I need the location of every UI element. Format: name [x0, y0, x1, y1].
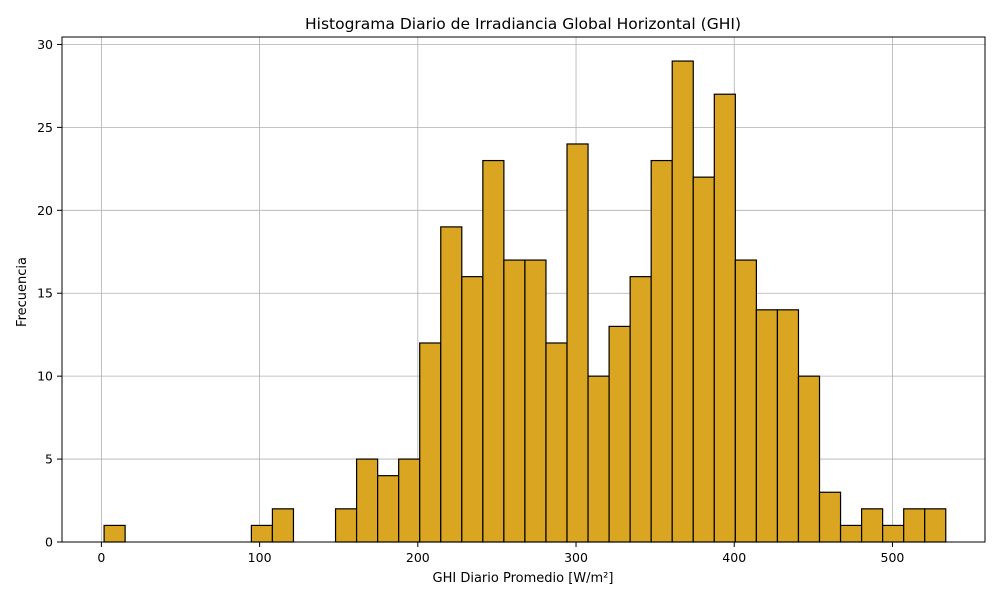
y-tick-label: 10 — [37, 369, 53, 384]
histogram-bar — [797, 375, 821, 543]
y-tick-label: 15 — [37, 286, 53, 301]
x-tick-label: 100 — [248, 550, 272, 565]
histogram-bar — [755, 309, 779, 543]
x-axis-label: GHI Diario Promedio [W/m²] — [433, 571, 614, 586]
histogram-bar — [482, 159, 505, 543]
y-tick-label: 25 — [37, 120, 53, 135]
histogram-bar — [398, 458, 421, 543]
histogram-bar — [545, 342, 568, 543]
y-axis-ticks: 0 5 10 15 20 25 30 — [37, 37, 62, 550]
y-tick-label: 30 — [37, 37, 53, 52]
histogram-bar — [461, 276, 484, 543]
histogram-bar — [882, 524, 905, 543]
histogram-bar — [377, 475, 400, 543]
histogram-bar — [839, 524, 863, 543]
histogram-bar — [271, 508, 295, 543]
histogram-bar — [503, 259, 526, 543]
histogram-bar — [250, 524, 274, 543]
histogram-bar — [671, 60, 694, 543]
histogram-bar — [650, 159, 673, 543]
histogram-bar — [924, 508, 947, 543]
histogram-bar — [587, 375, 610, 543]
histogram-bar — [524, 259, 547, 543]
histogram-bar — [419, 342, 442, 543]
histogram-bar — [692, 176, 715, 543]
y-axis-label: Frecuencia — [15, 257, 30, 327]
histogram-bars — [103, 60, 947, 543]
histogram-bar — [776, 309, 800, 543]
y-tick-label: 5 — [45, 452, 53, 467]
y-tick-label: 0 — [45, 535, 53, 550]
histogram-bar — [629, 276, 652, 543]
x-tick-label: 400 — [722, 550, 746, 565]
y-tick-label: 20 — [37, 203, 53, 218]
x-tick-label: 500 — [881, 550, 905, 565]
chart-title: Histograma Diario de Irradiancia Global … — [305, 15, 741, 33]
x-tick-label: 0 — [97, 550, 105, 565]
x-tick-label: 300 — [564, 550, 588, 565]
histogram-bar — [334, 508, 358, 543]
histogram-bar — [103, 524, 126, 543]
histogram-bar — [860, 508, 884, 543]
histogram-bar — [734, 259, 757, 543]
histogram-bar — [355, 458, 379, 543]
histogram-bar — [440, 226, 463, 543]
histogram-bar — [818, 491, 842, 543]
histogram-bar — [566, 143, 589, 543]
histogram-bar — [713, 93, 736, 543]
histogram-bar — [608, 325, 631, 543]
x-tick-label: 200 — [406, 550, 430, 565]
plot-frame — [61, 36, 986, 543]
histogram-bar — [903, 508, 926, 543]
x-axis-ticks: 0 100 200 300 400 500 — [97, 542, 904, 565]
